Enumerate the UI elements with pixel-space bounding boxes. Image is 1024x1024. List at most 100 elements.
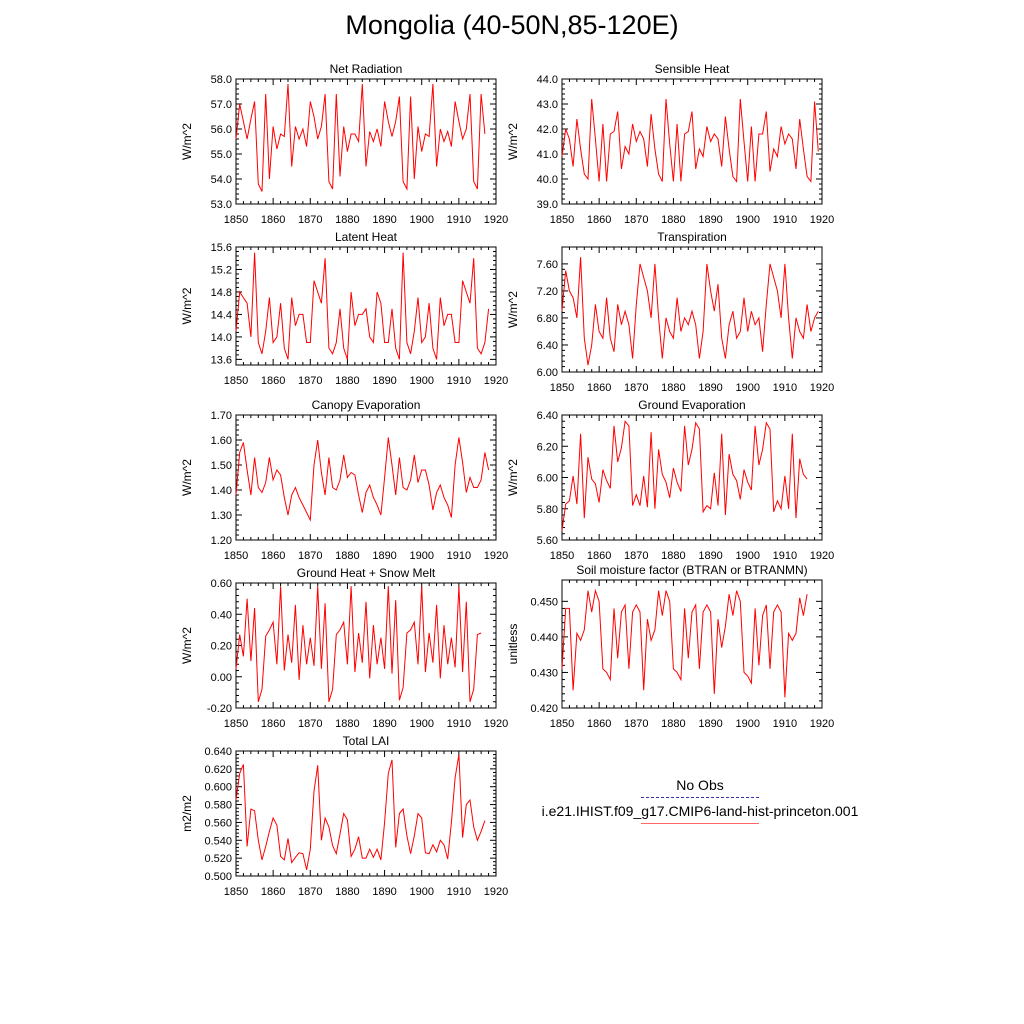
x-tick-label: 1860 <box>261 886 285 898</box>
x-tick-label: 1860 <box>587 214 611 226</box>
x-tick-label: 1860 <box>587 382 611 394</box>
x-tick-label: 1900 <box>409 550 433 562</box>
y-tick-label: 0.00 <box>211 672 232 684</box>
x-tick-label: 1910 <box>773 214 797 226</box>
x-tick-label: 1900 <box>735 550 759 562</box>
x-tick-label: 1890 <box>698 550 722 562</box>
x-tick-label: 1910 <box>447 375 471 387</box>
series-line <box>561 588 808 698</box>
y-tick-label: 0.520 <box>204 853 232 865</box>
plot-frame <box>561 414 823 541</box>
panel-latent-heat: Latent Heat W/m^2 1850 1860 1870 1880 1890 1900… <box>180 230 508 387</box>
y-tick-label: -0.20 <box>207 703 232 715</box>
x-tick-label: 1870 <box>298 375 322 387</box>
x-tick-label: 1870 <box>624 550 648 562</box>
x-tick-label: 1880 <box>335 550 359 562</box>
panel-title: Ground Evaporation <box>638 398 745 412</box>
x-tick-label: 1860 <box>587 550 611 562</box>
y-tick-label: 0.540 <box>204 835 232 847</box>
x-tick-label: 1880 <box>335 375 359 387</box>
x-tick-label: 1850 <box>550 550 574 562</box>
panel-total-lai: Total LAI m2/m2 1850 1860 1870 1880 1890 1900 19… <box>180 734 508 898</box>
y-tick-label: 1.30 <box>211 510 232 522</box>
x-tick-label: 1920 <box>484 718 508 730</box>
x-tick-label: 1870 <box>298 886 322 898</box>
y-tick-label: 1.50 <box>211 460 232 472</box>
panel-title: Sensible Heat <box>655 62 730 76</box>
series-line <box>235 437 490 522</box>
y-tick-label: 14.8 <box>211 287 232 299</box>
x-tick-label: 1910 <box>773 718 797 730</box>
x-tick-label: 1900 <box>409 375 433 387</box>
y-axis-label: W/m^2 <box>506 459 520 496</box>
x-tick-label: 1850 <box>224 214 248 226</box>
x-tick-label: 1870 <box>624 214 648 226</box>
y-tick-label: 0.450 <box>530 596 558 608</box>
y-axis-label: m2/m2 <box>180 795 194 832</box>
y-tick-label: 40.0 <box>537 174 558 186</box>
x-tick-label: 1850 <box>224 718 248 730</box>
legend-swatch-model <box>641 823 759 824</box>
legend-label-obs: No Obs <box>676 777 724 793</box>
panel-title: Canopy Evaporation <box>312 398 421 412</box>
x-tick-label: 1910 <box>447 214 471 226</box>
y-tick-label: 6.40 <box>537 410 558 422</box>
x-tick-label: 1860 <box>261 550 285 562</box>
y-axis-label: W/m^2 <box>180 459 194 496</box>
x-tick-label: 1870 <box>298 718 322 730</box>
y-axis-label: W/m^2 <box>506 291 520 328</box>
x-tick-label: 1920 <box>484 214 508 226</box>
y-tick-label: 6.40 <box>537 340 558 352</box>
x-tick-label: 1890 <box>698 718 722 730</box>
series-line <box>235 586 482 702</box>
panel-soil-moisture-factor-btran-or-btranmn: Soil moisture factor (BTRAN or BTRANMN) u… <box>506 563 834 730</box>
panel-net-radiation: Net Radiation W/m^2 1850 1860 1870 1880 1890 19… <box>180 62 508 226</box>
plot-frame <box>561 78 823 205</box>
y-tick-label: 6.00 <box>537 367 558 379</box>
y-tick-label: 55.0 <box>211 149 232 161</box>
y-tick-label: 0.600 <box>204 782 232 794</box>
panel-title: Soil moisture factor (BTRAN or BTRANMN) <box>576 563 807 577</box>
y-tick-label: 42.0 <box>537 124 558 136</box>
panel-ground-evaporation: Ground Evaporation W/m^2 1850 1860 1870 1880 1… <box>506 398 834 562</box>
series-line <box>561 420 808 531</box>
y-tick-label: 43.0 <box>537 99 558 111</box>
panel-title: Transpiration <box>657 230 727 244</box>
x-tick-label: 1890 <box>698 214 722 226</box>
y-tick-label: 13.6 <box>211 354 232 366</box>
x-tick-label: 1920 <box>810 718 834 730</box>
y-tick-label: 15.6 <box>211 242 232 254</box>
legend-swatch-obs <box>641 797 759 798</box>
plot-frame <box>235 78 497 205</box>
y-tick-label: 7.20 <box>537 286 558 298</box>
x-tick-label: 1890 <box>372 550 396 562</box>
y-tick-label: 44.0 <box>537 74 558 86</box>
y-tick-label: 14.0 <box>211 332 232 344</box>
x-tick-label: 1860 <box>261 718 285 730</box>
x-tick-label: 1910 <box>447 886 471 898</box>
x-tick-label: 1920 <box>484 375 508 387</box>
x-tick-label: 1920 <box>810 382 834 394</box>
y-tick-label: 0.620 <box>204 764 232 776</box>
plot-frame <box>235 414 497 541</box>
y-tick-label: 0.420 <box>530 703 558 715</box>
panel-title: Ground Heat + Snow Melt <box>297 566 436 580</box>
x-tick-label: 1860 <box>587 718 611 730</box>
x-tick-label: 1850 <box>224 550 248 562</box>
x-tick-label: 1910 <box>773 550 797 562</box>
series-line <box>561 98 819 183</box>
y-tick-label: 0.430 <box>530 667 558 679</box>
y-axis-label: W/m^2 <box>180 627 194 664</box>
y-tick-label: 0.60 <box>211 578 232 590</box>
x-tick-label: 1900 <box>409 886 433 898</box>
y-axis-label: W/m^2 <box>506 123 520 160</box>
y-tick-label: 57.0 <box>211 99 232 111</box>
y-tick-label: 6.20 <box>537 441 558 453</box>
y-tick-label: 6.80 <box>537 313 558 325</box>
x-tick-label: 1920 <box>484 886 508 898</box>
x-tick-label: 1920 <box>810 214 834 226</box>
page-title: Mongolia (40-50N,85-120E) <box>345 10 679 40</box>
x-tick-label: 1900 <box>735 382 759 394</box>
series-line <box>561 257 819 366</box>
